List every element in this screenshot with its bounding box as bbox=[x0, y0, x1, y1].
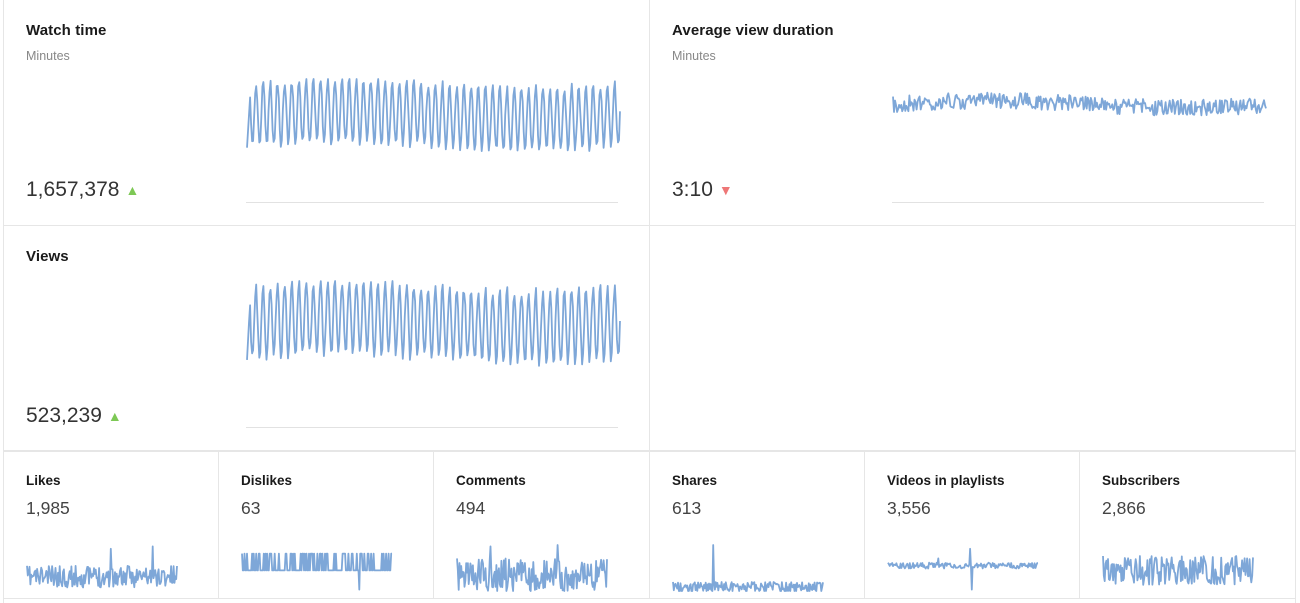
trend-up-icon: ▲ bbox=[107, 408, 122, 424]
dislikes-card[interactable]: Dislikes 63 bbox=[219, 451, 434, 599]
videos-in-playlists-sparkline bbox=[887, 547, 1039, 591]
metric-title: Comments bbox=[456, 473, 526, 488]
shares-card[interactable]: Shares 613 bbox=[650, 451, 865, 599]
sparkline-series bbox=[1102, 555, 1254, 586]
metric-value: 1,985 bbox=[26, 498, 70, 518]
metric-title: Shares bbox=[672, 473, 718, 488]
sparkline-series bbox=[241, 552, 393, 591]
watch-time-sparkline bbox=[246, 78, 621, 152]
views-card[interactable]: Views 523,239 ▲ bbox=[4, 226, 650, 451]
analytics-overview-panel: Watch time Minutes 1,657,378 ▲ Average v… bbox=[3, 0, 1296, 603]
trend-up-icon: ▲ bbox=[125, 182, 140, 198]
comments-sparkline bbox=[456, 544, 608, 592]
watch-time-card[interactable]: Watch time Minutes 1,657,378 ▲ bbox=[4, 0, 650, 226]
metric-title: Subscribers bbox=[1102, 473, 1181, 488]
metric-number: 1,657,378 bbox=[26, 178, 120, 201]
metric-title: Likes bbox=[26, 473, 61, 488]
card-subtitle: Minutes bbox=[672, 49, 716, 63]
empty-card-slot bbox=[650, 226, 1295, 451]
views-sparkline bbox=[246, 280, 621, 367]
metric-title: Videos in playlists bbox=[887, 473, 1005, 488]
card-title: Views bbox=[26, 248, 69, 265]
likes-card[interactable]: Likes 1,985 bbox=[4, 451, 219, 599]
chart-baseline bbox=[892, 202, 1264, 203]
sparkline-series bbox=[246, 78, 621, 152]
videos-in-playlists-card[interactable]: Videos in playlists 3,556 bbox=[865, 451, 1080, 599]
card-title: Average view duration bbox=[672, 22, 834, 39]
likes-sparkline bbox=[26, 545, 178, 589]
sparkline-series bbox=[26, 545, 178, 589]
metric-value: 3:10 ▼ bbox=[672, 178, 733, 202]
comments-card[interactable]: Comments 494 bbox=[434, 451, 650, 599]
sparkline-series bbox=[892, 91, 1267, 117]
subscribers-sparkline bbox=[1102, 555, 1254, 586]
shares-sparkline bbox=[672, 544, 824, 592]
avg-view-duration-card[interactable]: Average view duration Minutes 3:10 ▼ bbox=[650, 0, 1295, 226]
sparkline-series bbox=[456, 544, 608, 592]
avg-view-duration-sparkline bbox=[892, 91, 1267, 117]
metric-title: Dislikes bbox=[241, 473, 293, 488]
dislikes-sparkline bbox=[241, 552, 393, 591]
trend-down-icon: ▼ bbox=[718, 182, 733, 198]
sparkline-series bbox=[246, 280, 621, 367]
metric-number: 523,239 bbox=[26, 404, 102, 427]
metric-value: 2,866 bbox=[1102, 498, 1146, 518]
chart-baseline bbox=[246, 202, 618, 203]
metric-value: 523,239 ▲ bbox=[26, 404, 122, 428]
card-subtitle: Minutes bbox=[26, 49, 70, 63]
card-title: Watch time bbox=[26, 22, 107, 39]
metric-value: 1,657,378 ▲ bbox=[26, 178, 139, 202]
metric-value: 494 bbox=[456, 498, 486, 518]
sparkline-series bbox=[672, 544, 824, 592]
metric-value: 613 bbox=[672, 498, 702, 518]
metric-value: 3,556 bbox=[887, 498, 931, 518]
sparkline-series bbox=[887, 547, 1039, 591]
chart-baseline bbox=[246, 427, 618, 428]
metric-value: 63 bbox=[241, 498, 261, 518]
subscribers-card[interactable]: Subscribers 2,866 bbox=[1080, 451, 1295, 599]
metric-number: 3:10 bbox=[672, 178, 713, 201]
